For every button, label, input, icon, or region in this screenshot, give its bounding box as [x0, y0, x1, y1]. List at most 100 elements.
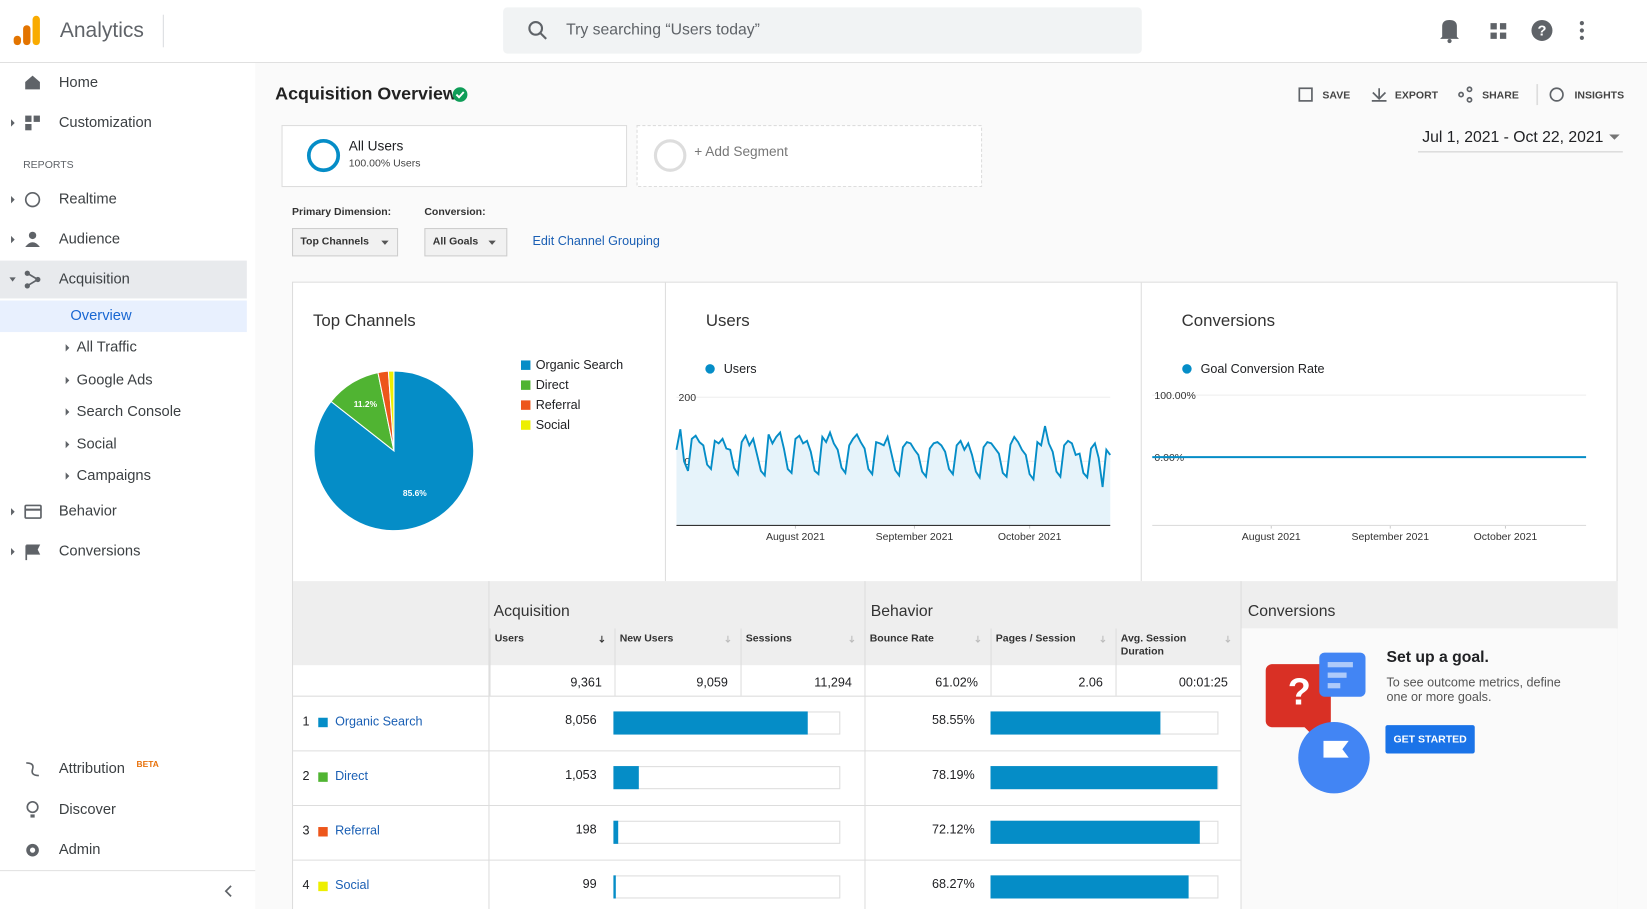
nav-subitem[interactable]: Search Console	[77, 404, 181, 420]
nav-subitem[interactable]: All Traffic	[77, 340, 137, 356]
bounce-rate: 68.27%	[932, 877, 975, 891]
bounce-bar	[990, 820, 1200, 844]
dropdown-value: Top Channels	[300, 235, 369, 247]
dropdown-value: All Goals	[433, 235, 479, 247]
sort-icon	[1100, 635, 1106, 643]
collapse-icon[interactable]	[224, 885, 232, 897]
nav-subitem[interactable]: Social	[77, 436, 117, 452]
add-segment: + Add Segment	[694, 144, 788, 159]
channel[interactable]: Social	[335, 878, 369, 892]
nav-item[interactable]: Discover	[59, 802, 116, 818]
x-tick-label: September 2021	[876, 531, 954, 543]
nav-item[interactable]: Customization	[59, 115, 152, 131]
bounce-bar	[990, 875, 1189, 899]
search-icon	[528, 21, 547, 40]
column-header[interactable]: Pages / Session	[996, 633, 1076, 645]
x-tick-label: August 2021	[1242, 531, 1301, 543]
rank: 2	[303, 769, 310, 783]
date-caret	[1609, 134, 1620, 140]
legend-swatch	[520, 400, 531, 410]
edit-link[interactable]: Edit Channel Grouping	[533, 234, 660, 248]
channel[interactable]: Direct	[335, 769, 368, 783]
bounce-bar	[990, 711, 1161, 735]
nav-section: REPORTS	[23, 159, 74, 171]
nav-icons	[24, 75, 42, 857]
nav-item[interactable]: Attribution	[59, 761, 125, 777]
column-header[interactable]: Sessions	[746, 633, 792, 645]
legend-label: Goal Conversion Rate	[1201, 362, 1325, 376]
channel-swatch	[318, 772, 328, 782]
bounce-bar	[990, 766, 1218, 790]
channel[interactable]: Referral	[335, 824, 380, 838]
sort-icon	[725, 635, 731, 643]
add-segment-ring	[653, 139, 687, 172]
nav-item[interactable]: Conversions	[59, 544, 141, 560]
nav-item[interactable]: Acquisition	[59, 271, 130, 287]
users: 99	[583, 877, 597, 891]
channel[interactable]: Organic Search	[335, 714, 422, 728]
help-icon[interactable]: ?	[1531, 19, 1553, 41]
bar-track	[613, 766, 841, 790]
y-tick-label: 100.00%	[1154, 390, 1195, 402]
legend-dot	[1182, 364, 1192, 374]
beta-badge: BETA	[137, 759, 159, 769]
action[interactable]: SHARE	[1482, 89, 1519, 101]
users-bar	[613, 820, 619, 844]
apps-icon[interactable]	[1490, 23, 1507, 39]
bounce-rate: 58.55%	[932, 713, 975, 727]
caret	[9, 277, 16, 282]
users: 8,056	[565, 713, 597, 727]
sort-icon	[849, 635, 855, 643]
active-subnav	[0, 300, 247, 333]
nav-subitem[interactable]: Campaigns	[77, 468, 151, 484]
get-started-button[interactable]	[1385, 725, 1475, 754]
nav-item[interactable]: Audience	[59, 231, 120, 247]
more-icon[interactable]	[1579, 21, 1584, 40]
users-bar	[613, 875, 616, 899]
pie-slice	[387, 370, 395, 451]
slice-label: 85.6%	[403, 488, 427, 498]
nav-item[interactable]: Realtime	[59, 192, 117, 208]
nav-item[interactable]: Admin	[59, 842, 101, 858]
search-placeholder: Try searching “Users today”	[566, 22, 760, 39]
line	[675, 425, 1112, 488]
group-header: Acquisition	[494, 603, 570, 620]
total: 9,361	[570, 675, 602, 689]
segment-box[interactable]	[281, 125, 628, 188]
dimension-dropdown[interactable]	[292, 228, 399, 257]
legend-label: Organic Search	[536, 358, 623, 372]
legend-swatch	[520, 360, 531, 370]
svg-text:?: ?	[1288, 672, 1311, 714]
action[interactable]: INSIGHTS	[1575, 89, 1625, 101]
verified-icon	[452, 87, 468, 102]
sort-icon	[599, 635, 605, 643]
search-box[interactable]	[503, 7, 1142, 54]
nav-subitem[interactable]: Google Ads	[77, 372, 153, 388]
total: 00:01:25	[1179, 675, 1228, 689]
date-range[interactable]: Jul 1, 2021 - Oct 22, 2021	[1422, 129, 1603, 146]
column-header[interactable]: Users	[495, 633, 524, 645]
nav-item[interactable]: Behavior	[59, 504, 117, 520]
caret	[381, 240, 389, 245]
nav-subitem[interactable]: Overview	[70, 308, 132, 324]
caret	[488, 240, 496, 245]
action[interactable]: SAVE	[1322, 89, 1350, 101]
bell-icon[interactable]	[1440, 19, 1459, 44]
total: 61.02%	[935, 675, 978, 689]
caret	[11, 508, 15, 516]
users: 1,053	[565, 768, 597, 782]
nav-item[interactable]: Home	[59, 75, 98, 91]
active-nav	[0, 260, 247, 299]
segment-share: 100.00% Users	[349, 158, 421, 170]
x-tick-label: October 2021	[1474, 531, 1538, 543]
column-header[interactable]: Bounce Rate	[870, 633, 934, 645]
users: 198	[576, 823, 597, 837]
label: Primary Dimension:	[292, 206, 391, 218]
action[interactable]: EXPORT	[1395, 89, 1439, 101]
caret	[65, 376, 70, 385]
users-bar	[613, 766, 639, 790]
rank: 1	[303, 714, 310, 728]
add-segment-box[interactable]	[636, 125, 983, 188]
caret	[65, 440, 70, 449]
column-header[interactable]: New Users	[620, 633, 674, 645]
